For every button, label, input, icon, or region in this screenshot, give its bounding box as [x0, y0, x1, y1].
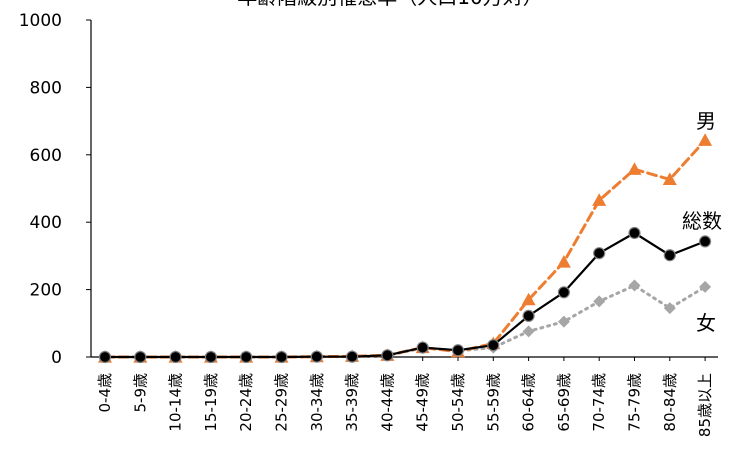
data-point — [98, 350, 112, 364]
series-0 — [98, 133, 713, 363]
data-point — [521, 292, 536, 306]
x-tick-label: 35-39歳 — [343, 373, 361, 432]
data-point — [556, 254, 571, 268]
y-tick-label: 0 — [51, 348, 62, 368]
x-tick-label: 0-4歳 — [96, 373, 114, 413]
y-tick-label: 400 — [30, 213, 62, 233]
data-point — [557, 315, 570, 328]
data-point — [451, 344, 465, 357]
data-point — [593, 247, 606, 260]
x-tick-label: 30-34歳 — [308, 373, 326, 432]
series-layer — [98, 133, 713, 364]
x-tick-label: 75-79歳 — [626, 373, 644, 432]
y-tick-label: 600 — [30, 146, 62, 166]
data-point — [522, 309, 535, 322]
data-point — [416, 341, 429, 354]
data-point — [663, 302, 676, 315]
series-label-1: 総数 — [682, 209, 722, 233]
data-point — [663, 249, 676, 262]
x-tick-label: 50-54歳 — [449, 373, 467, 432]
data-point — [698, 133, 713, 146]
x-tick-label: 85歳以上 — [696, 373, 714, 437]
data-point — [628, 226, 641, 240]
x-tick-label: 45-49歳 — [414, 373, 432, 432]
x-tick-label: 80-84歳 — [661, 373, 679, 432]
x-tick-label: 70-74歳 — [590, 373, 608, 432]
x-tick-label: 55-59歳 — [484, 373, 502, 432]
x-tick-label: 40-44歳 — [378, 373, 396, 432]
x-tick-label: 5-9歳 — [131, 373, 149, 413]
data-point — [593, 295, 606, 308]
data-point — [592, 193, 607, 206]
x-tick-label: 25-29歳 — [273, 373, 291, 432]
axes: 0 200 400 600 800 1000 0-4歳 5-9歳 10-14歳 15-19歳 20-… — [19, 11, 718, 437]
series-label-2: 女 — [696, 311, 716, 335]
data-point — [381, 349, 394, 362]
data-point — [628, 279, 641, 292]
data-point — [627, 162, 642, 175]
x-tick-label: 65-69歳 — [555, 373, 573, 432]
data-point — [346, 350, 359, 363]
series-label-0: 男 — [696, 109, 716, 133]
data-point — [169, 350, 182, 364]
data-point — [204, 350, 217, 364]
y-tick-label: 200 — [30, 281, 62, 301]
data-point — [699, 280, 712, 293]
x-tick-label: 15-19歳 — [202, 373, 220, 432]
data-point — [310, 350, 323, 363]
data-point — [487, 339, 500, 352]
x-tick-label: 20-24歳 — [237, 373, 255, 432]
x-tick-label: 10-14歳 — [167, 373, 185, 432]
chart-title: 年齢階級別罹患率（人口10万対） — [237, 0, 542, 9]
data-point — [275, 350, 288, 364]
series-line — [103, 138, 707, 359]
y-tick-label: 1000 — [19, 11, 62, 31]
data-point — [557, 286, 571, 299]
series-1 — [98, 226, 712, 364]
data-point — [662, 172, 677, 186]
data-point — [240, 350, 253, 364]
x-tick-label: 60-64歳 — [520, 373, 538, 432]
y-tick-label: 800 — [30, 78, 62, 98]
series-line — [103, 231, 707, 359]
data-point — [522, 325, 535, 338]
series-line — [103, 284, 707, 359]
data-point — [134, 350, 147, 364]
data-point — [698, 235, 712, 248]
